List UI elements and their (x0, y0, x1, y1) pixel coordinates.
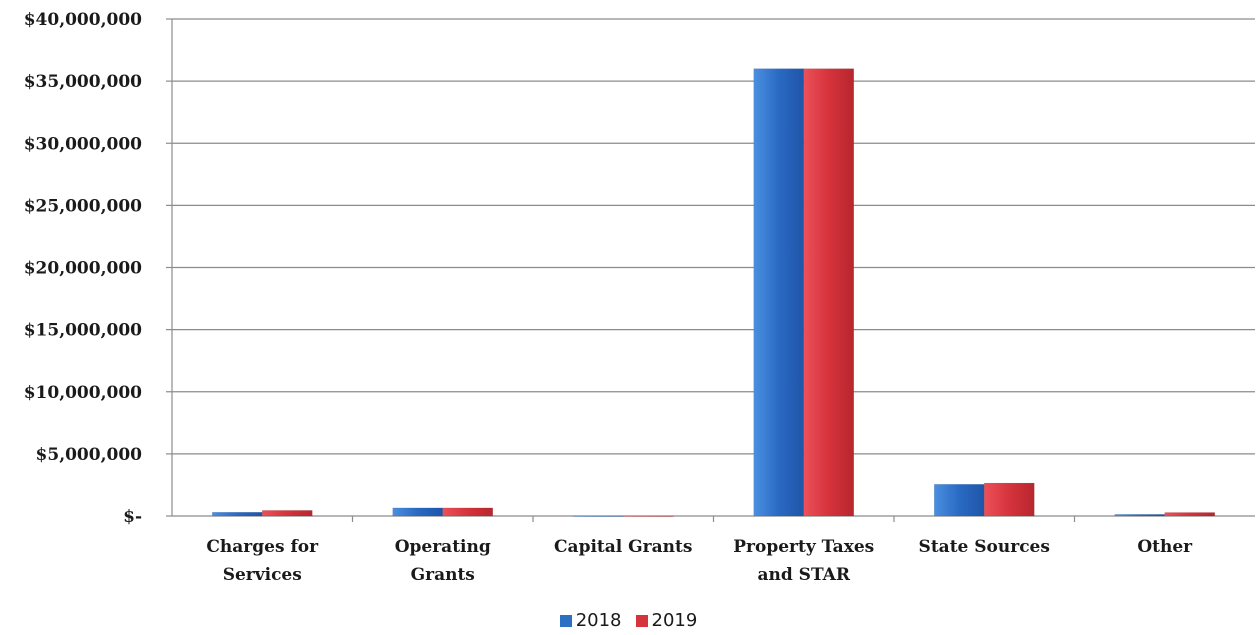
bar-2019-2 (623, 515, 674, 517)
bar-2018-5 (1114, 514, 1165, 517)
x-category-label: Capital Grants (554, 537, 692, 557)
bar-2019-4 (984, 482, 1035, 517)
y-tick-label: $35,000,000 (24, 72, 142, 92)
bar-2018-2 (573, 515, 624, 517)
bar-2018-3 (753, 68, 804, 517)
x-category-label-line: State Sources (919, 537, 1050, 557)
x-category-label: Other (1137, 537, 1193, 557)
y-tick-label: $40,000,000 (24, 10, 142, 30)
bar-2018-1 (392, 507, 443, 517)
x-category-label: Charges for Services (206, 537, 319, 585)
y-tick-label: $25,000,000 (24, 196, 142, 216)
legend-item-2018: 2018 (559, 610, 622, 631)
bar-2018-4 (934, 484, 985, 517)
y-tick-labels: $- $5,000,000 $10,000,000 $15,000,000 $20,00… (24, 10, 142, 527)
legend-label-2019: 2019 (651, 610, 698, 631)
y-tick-label: $- (123, 507, 142, 527)
legend: 2018 2019 (0, 610, 1257, 631)
x-category-label-line: Grants (411, 565, 475, 585)
x-category-label-line: Charges for (206, 537, 319, 557)
bars (212, 68, 1215, 517)
legend-swatch-2018 (559, 614, 572, 627)
y-tick-label: $30,000,000 (24, 134, 142, 154)
bar-2019-5 (1164, 512, 1215, 517)
bar-2018-0 (212, 512, 263, 517)
y-tick-label: $5,000,000 (36, 445, 143, 465)
y-tick-label: $10,000,000 (24, 383, 142, 403)
axes (166, 18, 1255, 522)
legend-swatch-2019 (635, 614, 648, 627)
y-tick-label: $20,000,000 (24, 259, 142, 279)
x-category-labels: Charges for Services Operating Grants Capita… (206, 537, 1193, 585)
bar-2019-1 (442, 507, 493, 517)
bar-2019-0 (262, 510, 313, 517)
legend-item-2019: 2019 (635, 610, 698, 631)
x-category-label-line: Services (223, 565, 302, 585)
x-category-label-line: Other (1137, 537, 1193, 557)
x-category-label: Operating Grants (395, 537, 491, 585)
y-tick-label: $15,000,000 (24, 321, 142, 341)
x-category-label: Property Taxes and STAR (733, 537, 874, 585)
bar-chart: $- $5,000,000 $10,000,000 $15,000,000 $20,00… (24, 10, 1255, 585)
x-category-label-line: Capital Grants (554, 537, 692, 557)
bar-2019-3 (803, 68, 854, 517)
legend-label-2018: 2018 (575, 610, 622, 631)
x-category-label-line: Operating (395, 537, 491, 557)
x-category-label: State Sources (919, 537, 1050, 557)
x-category-label-line: and STAR (758, 565, 851, 585)
gridlines (172, 18, 1255, 455)
x-category-label-line: Property Taxes (733, 537, 874, 557)
